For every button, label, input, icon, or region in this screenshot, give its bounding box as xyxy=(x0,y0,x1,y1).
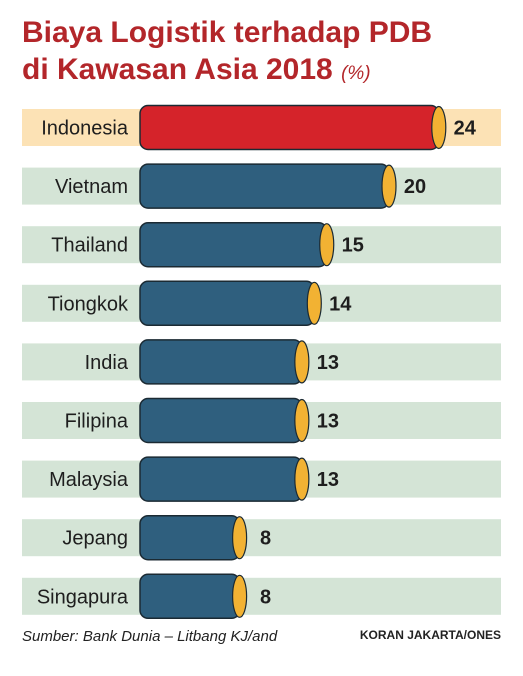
bar-singapura xyxy=(139,573,241,620)
bar-chart: Indonesia 24 Vietnam 20 Thailand 15 Tiongkok 14… xyxy=(22,104,501,620)
category-label-thailand: Thailand xyxy=(51,235,128,257)
title-line-2: di Kawasan Asia 2018 (%) xyxy=(22,51,512,92)
bar-jepang xyxy=(139,514,241,561)
bar-tiongkok xyxy=(139,280,316,327)
category-label-filipina: Filipina xyxy=(65,411,129,433)
category-label-india: India xyxy=(85,352,129,374)
category-label-tiongkok: Tiongkok xyxy=(48,293,129,315)
source-note: Sumber: Bank Dunia – Litbang KJ/and xyxy=(22,628,278,645)
category-label-vietnam: Vietnam xyxy=(55,176,128,198)
bar-cap-malaysia xyxy=(294,457,310,501)
title-line-1: Biaya Logistik terhadap PDB xyxy=(22,16,433,49)
bar-cap-india xyxy=(294,340,310,384)
bar-cap-thailand xyxy=(319,223,335,267)
bar-filipina xyxy=(139,397,303,444)
category-label-indonesia: Indonesia xyxy=(41,118,129,140)
value-label-indonesia: 24 xyxy=(454,118,477,140)
bar-indonesia xyxy=(139,104,440,151)
unit-label: (%) xyxy=(341,63,371,84)
value-label-india: 13 xyxy=(317,352,339,374)
bar-india xyxy=(139,339,303,385)
category-label-singapura: Singapura xyxy=(37,586,129,608)
value-label-thailand: 15 xyxy=(342,235,364,257)
value-label-malaysia: 13 xyxy=(317,469,339,491)
row-band-jepang xyxy=(22,519,501,557)
bar-cap-indonesia xyxy=(431,105,447,150)
category-label-malaysia: Malaysia xyxy=(49,469,129,491)
value-label-tiongkok: 14 xyxy=(329,293,352,315)
value-label-vietnam: 20 xyxy=(404,176,426,198)
value-label-singapura: 8 xyxy=(260,586,271,608)
bar-thailand xyxy=(139,221,328,268)
bar-cap-vietnam xyxy=(381,164,397,208)
value-label-filipina: 13 xyxy=(317,411,339,433)
value-label-jepang: 8 xyxy=(260,528,271,550)
bar-malaysia xyxy=(139,456,303,502)
row-band-singapura xyxy=(22,577,501,615)
chart-title: Biaya Logistik terhadap PDB di Kawasan A… xyxy=(22,14,512,92)
bar-cap-jepang xyxy=(232,516,248,560)
bar-cap-tiongkok xyxy=(306,281,322,325)
bar-cap-filipina xyxy=(294,398,310,443)
bar-cap-singapura xyxy=(232,574,248,618)
credit-note: KORAN JAKARTA/ONES xyxy=(359,628,501,642)
title-line-2-text: di Kawasan Asia 2018 xyxy=(22,53,333,86)
category-label-jepang: Jepang xyxy=(62,528,128,550)
bar-vietnam xyxy=(139,163,390,209)
